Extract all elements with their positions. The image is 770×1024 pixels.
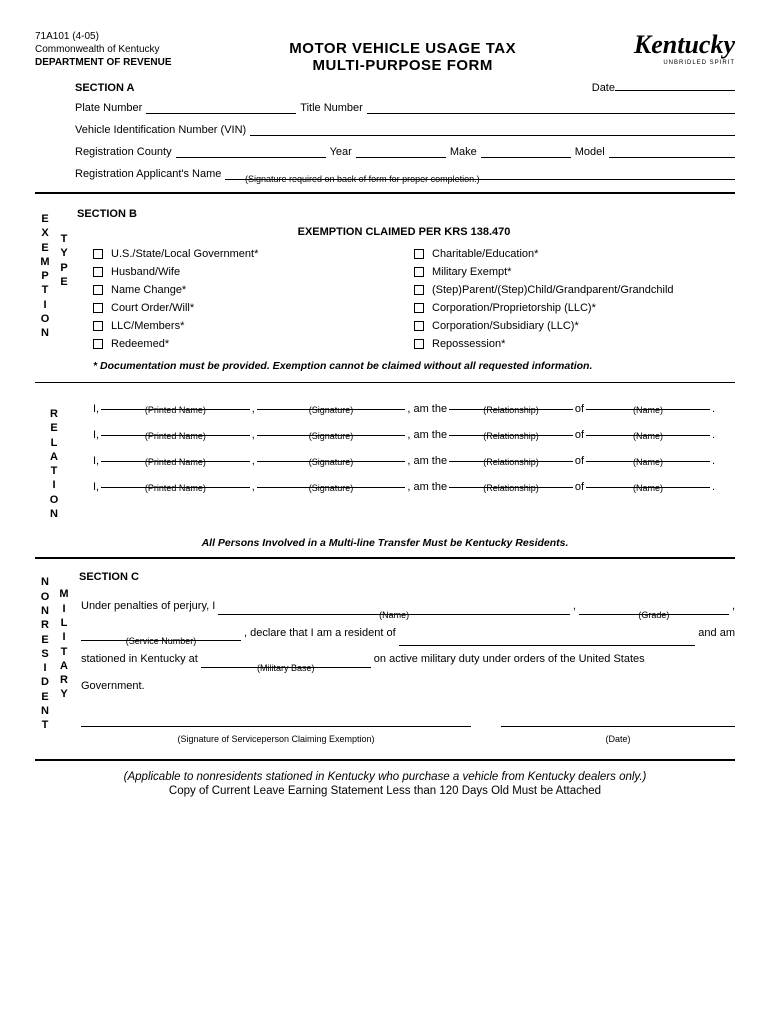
year-label: Year (330, 146, 352, 158)
year-blank[interactable] (356, 157, 446, 158)
make-label: Make (450, 146, 477, 158)
section-c-body: SECTION C Under penalties of perjury, I … (73, 567, 735, 750)
form-header: 71A101 (4-05) Commonwealth of Kentucky D… (35, 30, 735, 74)
perjury-line-2: (Service Number) , declare that I am a r… (81, 620, 735, 646)
cb-repossession: Repossession* (414, 338, 735, 350)
checkbox-icon[interactable] (414, 321, 424, 331)
sig-col-left: (Signature of Serviceperson Claiming Exe… (81, 713, 471, 751)
doc-note: * Documentation must be provided. Exempt… (93, 360, 715, 372)
section-c-text: Under penalties of perjury, I (Name) , (… (73, 593, 735, 750)
title-line-1: MOTOR VEHICLE USAGE TAX (172, 40, 634, 57)
section-a-label: SECTION A (75, 82, 135, 94)
checkbox-icon[interactable] (93, 303, 103, 313)
footer-note-2: Copy of Current Leave Earning Statement … (35, 785, 735, 797)
vin-label: Vehicle Identification Number (VIN) (75, 124, 246, 136)
date-blank[interactable] (615, 90, 735, 91)
relation-row: I,(Printed Name),(Signature), am the(Rel… (93, 455, 715, 467)
sig-col-right: (Date) (501, 713, 735, 751)
section-b-title: EXEMPTION CLAIMED PER KRS 138.470 (73, 226, 735, 238)
vin-row: Vehicle Identification Number (VIN) (75, 124, 735, 136)
dept: DEPARTMENT OF REVENUE (35, 56, 172, 69)
make-blank[interactable] (481, 157, 571, 158)
side-label-nonresident: NONRESIDENT (35, 567, 55, 750)
checkbox-icon[interactable] (414, 285, 424, 295)
divider-4 (35, 759, 735, 761)
header-left: 71A101 (4-05) Commonwealth of Kentucky D… (35, 30, 172, 69)
header-right: Kentucky UNBRIDLED SPIRIT (634, 30, 735, 66)
kentucky-logo-sub: UNBRIDLED SPIRIT (634, 60, 735, 66)
model-label: Model (575, 146, 605, 158)
side-label-relation: RELATION (35, 389, 73, 521)
cb-husband-wife: Husband/Wife (93, 266, 414, 278)
section-b-body: SECTION B EXEMPTION CLAIMED PER KRS 138.… (73, 202, 735, 376)
checkbox-icon[interactable] (93, 339, 103, 349)
sig-sub-left: (Signature of Serviceperson Claiming Exe… (81, 729, 471, 751)
date-sig-blank[interactable] (501, 713, 735, 727)
plate-title-row: Plate Number Title Number (75, 102, 735, 114)
cb-military: Military Exempt* (414, 266, 735, 278)
county-row: Registration County Year Make Model (75, 146, 735, 158)
cb-us-gov: U.S./State/Local Government* (93, 248, 414, 260)
section-b-wrap: EXEMPTION TYPE SECTION B EXEMPTION CLAIM… (35, 202, 735, 376)
relation-body: I,(Printed Name),(Signature), am the(Rel… (73, 389, 735, 521)
divider-1 (35, 192, 735, 194)
multi-note: All Persons Involved in a Multi-line Tra… (35, 537, 735, 549)
state-line: Commonwealth of Kentucky (35, 43, 172, 56)
county-label: Registration County (75, 146, 172, 158)
cb-court-order: Court Order/Will* (93, 302, 414, 314)
checkbox-col-right: Charitable/Education* Military Exempt* (… (414, 248, 735, 356)
form-code: 71A101 (4-05) (35, 30, 172, 43)
checkbox-icon[interactable] (93, 321, 103, 331)
kentucky-logo: Kentucky (634, 30, 735, 60)
county-blank[interactable] (176, 157, 326, 158)
cb-corp-prop: Corporation/Proprietorship (LLC)* (414, 302, 735, 314)
checkbox-grid: U.S./State/Local Government* Husband/Wif… (93, 248, 735, 356)
checkbox-icon[interactable] (414, 267, 424, 277)
perjury-line-3: stationed in Kentucky at (Military Base)… (81, 646, 735, 672)
plate-blank[interactable] (146, 113, 296, 114)
relation-row: I,(Printed Name),(Signature), am the(Rel… (93, 481, 715, 493)
checkbox-icon[interactable] (414, 249, 424, 259)
serviceperson-sig-blank[interactable] (81, 713, 471, 727)
model-blank[interactable] (609, 157, 735, 158)
footer-note-1: (Applicable to nonresidents stationed in… (35, 771, 735, 783)
perjury-line-1: Under penalties of perjury, I (Name) , (… (81, 593, 735, 619)
cb-llc-members: LLC/Members* (93, 320, 414, 332)
cb-name-change: Name Change* (93, 284, 414, 296)
checkbox-col-left: U.S./State/Local Government* Husband/Wif… (93, 248, 414, 356)
cb-redeemed: Redeemed* (93, 338, 414, 350)
side-label-military: MILITARY (55, 567, 73, 750)
signature-row: (Signature of Serviceperson Claiming Exe… (81, 713, 735, 751)
divider-2 (35, 382, 735, 383)
relation-wrap: RELATION I,(Printed Name),(Signature), a… (35, 389, 735, 521)
section-c-label: SECTION C (79, 571, 735, 583)
applicant-label: Registration Applicant's Name (75, 168, 221, 180)
cb-charitable: Charitable/Education* (414, 248, 735, 260)
side-label-type: TYPE (55, 202, 73, 376)
title-label: Title Number (300, 102, 363, 114)
relation-row: I,(Printed Name),(Signature), am the(Rel… (93, 429, 715, 441)
title-blank[interactable] (367, 113, 735, 114)
section-b-label: SECTION B (77, 208, 735, 220)
checkbox-icon[interactable] (414, 339, 424, 349)
checkbox-icon[interactable] (414, 303, 424, 313)
checkbox-icon[interactable] (93, 249, 103, 259)
cb-step-parent: (Step)Parent/(Step)Child/Grandparent/Gra… (414, 284, 735, 296)
section-a-header-row: SECTION A Date (75, 82, 735, 94)
side-label-exemption: EXEMPTION (35, 202, 55, 376)
divider-3 (35, 557, 735, 559)
section-c-wrap: NONRESIDENT MILITARY SECTION C Under pen… (35, 567, 735, 750)
checkbox-icon[interactable] (93, 267, 103, 277)
vin-blank[interactable] (250, 135, 735, 136)
plate-label: Plate Number (75, 102, 142, 114)
sig-sub-right: (Date) (501, 729, 735, 751)
checkbox-icon[interactable] (93, 285, 103, 295)
relation-row: I,(Printed Name),(Signature), am the(Rel… (93, 403, 715, 415)
title-line-2: MULTI-PURPOSE FORM (172, 57, 634, 74)
perjury-line-4: Government. (81, 673, 735, 699)
date-field: Date (592, 82, 735, 94)
cb-corp-sub: Corporation/Subsidiary (LLC)* (414, 320, 735, 332)
header-center: MOTOR VEHICLE USAGE TAX MULTI-PURPOSE FO… (172, 40, 634, 74)
